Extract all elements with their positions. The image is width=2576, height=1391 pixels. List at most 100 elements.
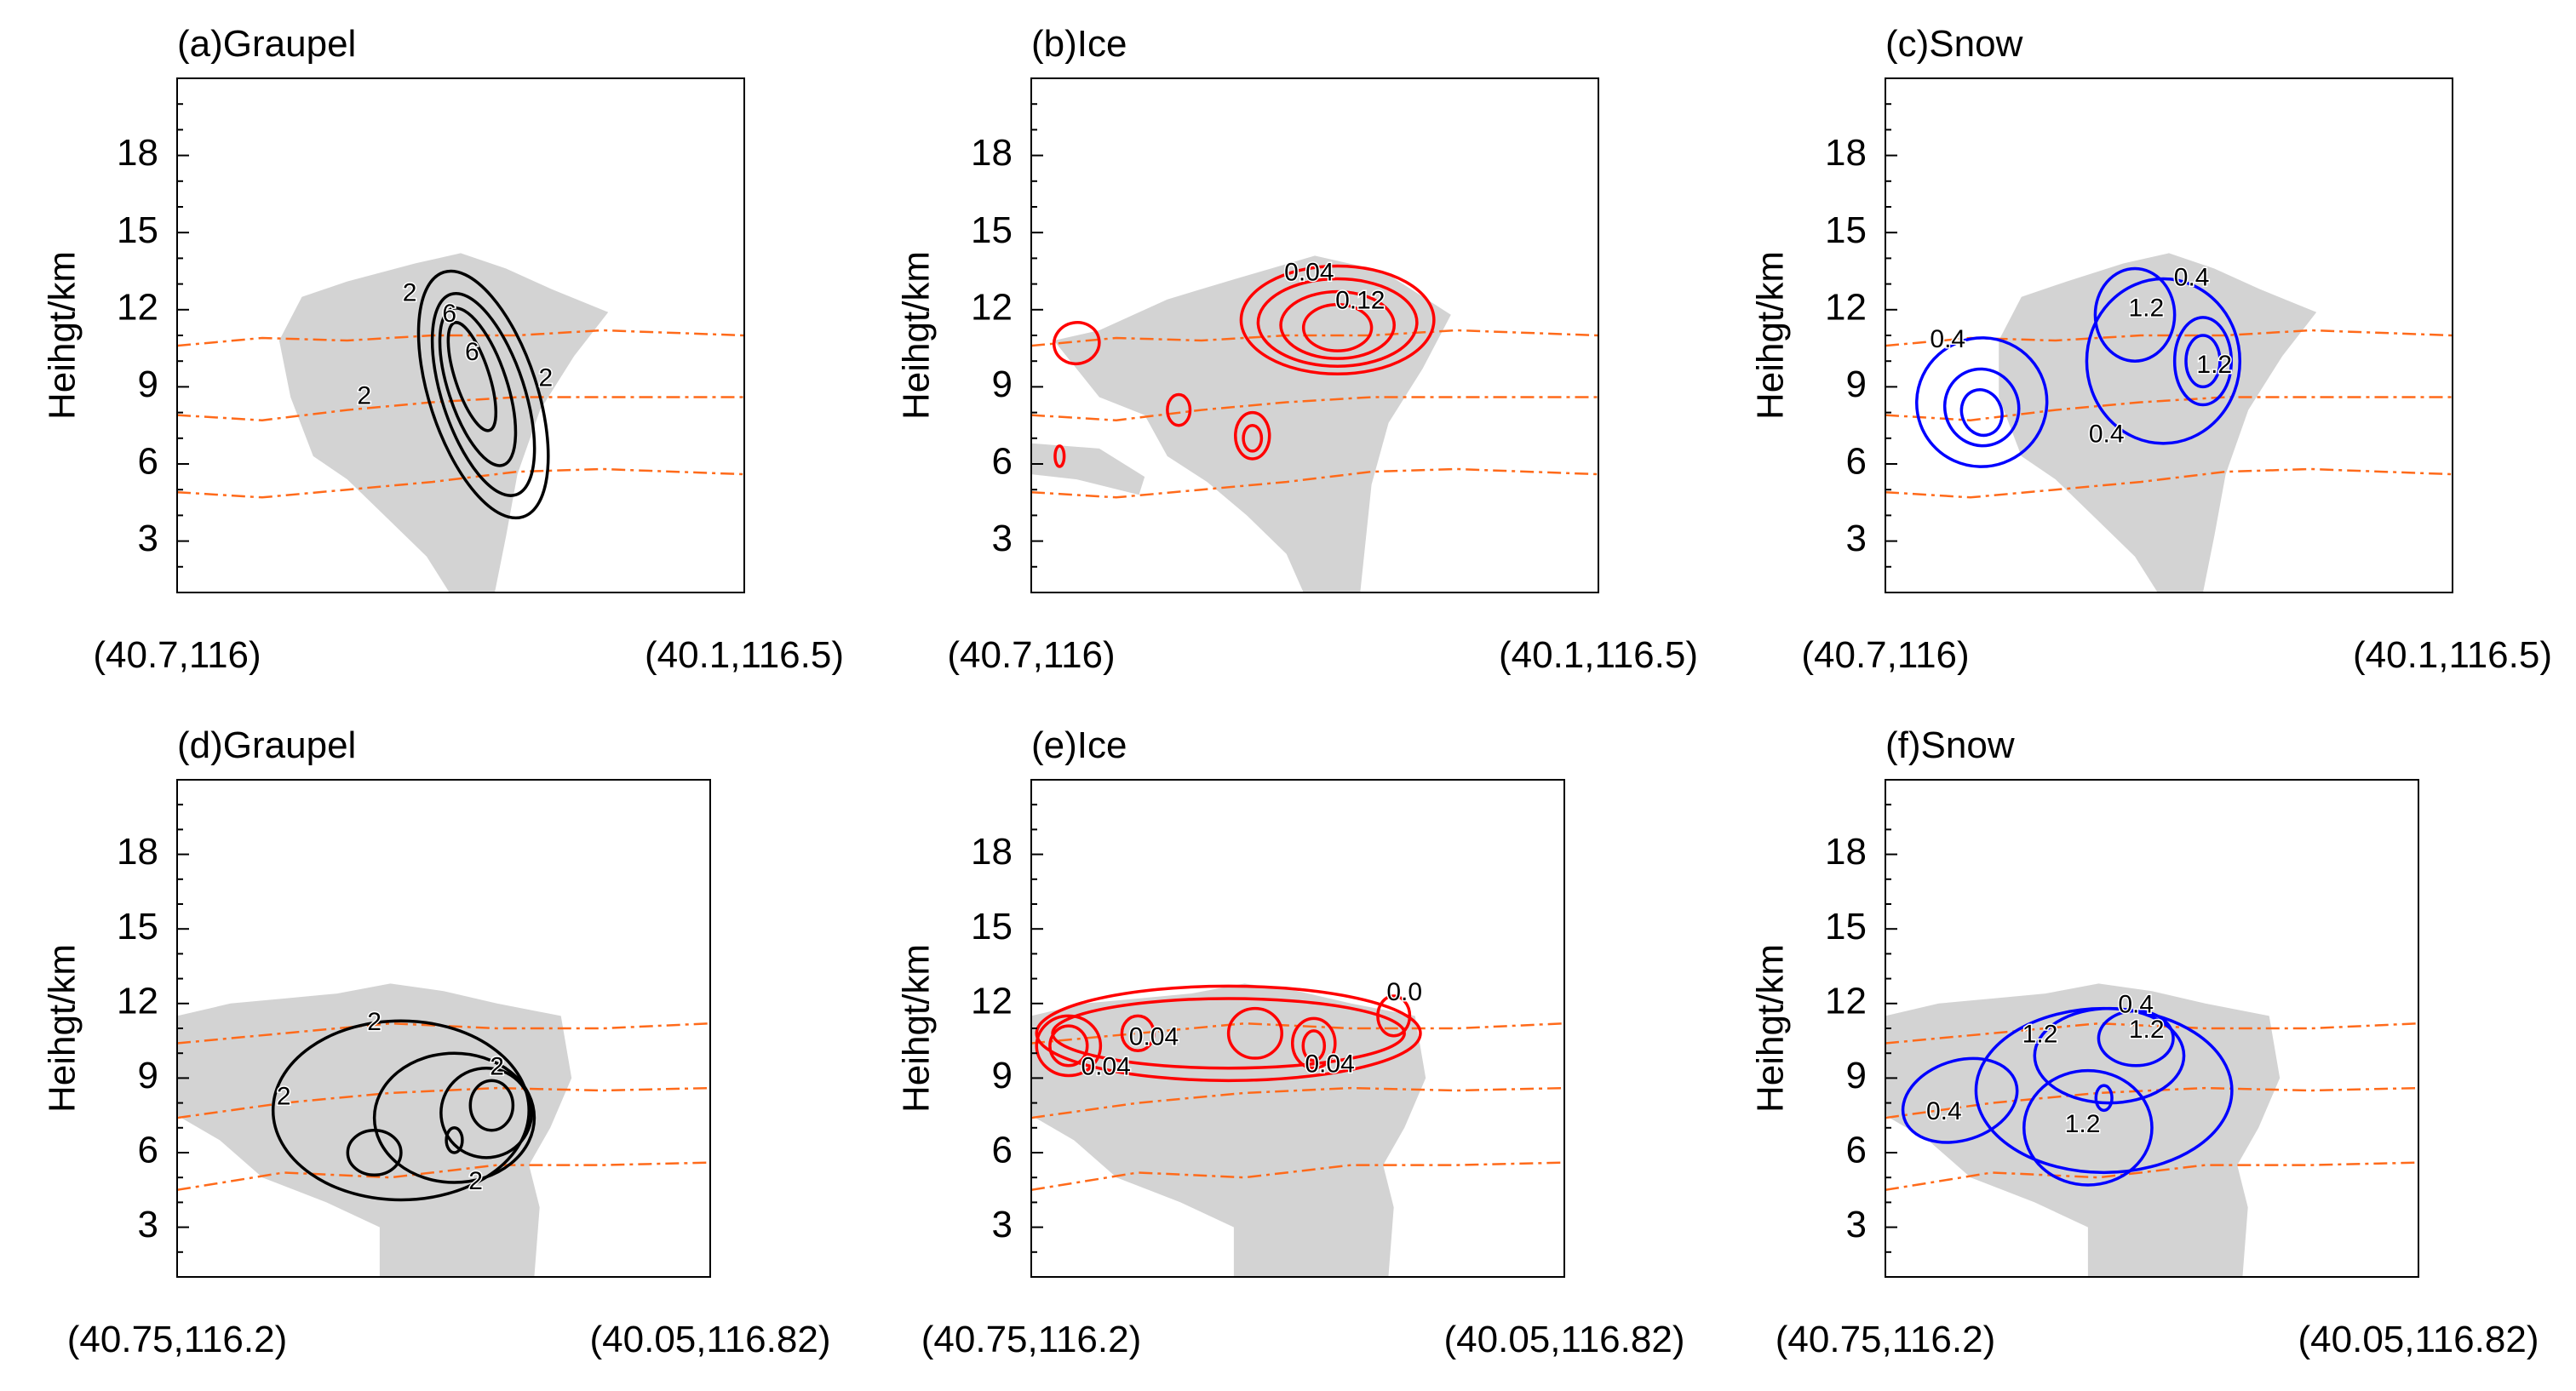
panel-c-contour-2 bbox=[1915, 336, 2049, 468]
panel-e-contour-8 bbox=[1301, 1029, 1327, 1062]
panel-c-ylabel: Heihgt/km bbox=[1750, 251, 1792, 420]
panel-c-contour-label-2: 1.2 bbox=[2129, 295, 2165, 323]
panel-f-ytick-label-3: 3 bbox=[1846, 1204, 1867, 1245]
panel-f-contour-5 bbox=[2097, 1009, 2175, 1068]
panel-a-x-end-label: (40.1,116.5) bbox=[645, 634, 844, 676]
panel-e-ytick-label-6: 6 bbox=[992, 1130, 1013, 1171]
panel-e-ylabel: Heihgt/km bbox=[896, 944, 938, 1113]
panel-f-ytick-label-15: 15 bbox=[1825, 906, 1867, 947]
panel-e-ytick-label-12: 12 bbox=[971, 980, 1013, 1022]
panel-d-contour-1 bbox=[271, 1019, 531, 1202]
panel-b-x-start-label: (40.7,116) bbox=[947, 634, 1115, 676]
panel-e-contour-label-3: 0.04 bbox=[1305, 1050, 1354, 1079]
panel-c-ytick-label-6: 6 bbox=[1846, 441, 1867, 483]
panel-f-contour-label-5: 1.2 bbox=[2065, 1110, 2101, 1138]
panel-a-ytick-label-6: 6 bbox=[138, 441, 158, 483]
panel-b-x-end-label: (40.1,116.5) bbox=[1499, 634, 1698, 676]
panel-f-ytick-label-6: 6 bbox=[1846, 1130, 1867, 1171]
panel-f-contour-4 bbox=[2033, 1006, 2186, 1105]
panel-b-contour-2 bbox=[1256, 277, 1419, 368]
panel-a-contour-label-3: 6 bbox=[465, 338, 479, 366]
panel-f-contour-label-1: 0.4 bbox=[2118, 991, 2154, 1019]
panel-c-contour-label-4: 1.2 bbox=[2196, 351, 2232, 379]
panel-e-cloud-region bbox=[1031, 983, 1426, 1277]
panel-d-ytick-label-3: 3 bbox=[138, 1204, 158, 1245]
panel-c-contour-3 bbox=[1942, 367, 2021, 448]
panel-d-ytick-label-6: 6 bbox=[138, 1130, 158, 1171]
panel-c-ytick-label-15: 15 bbox=[1825, 209, 1867, 251]
panel-a-x-start-label: (40.7,116) bbox=[93, 634, 261, 676]
panel-b-contour-label-1: 0.04 bbox=[1284, 258, 1334, 286]
panel-a-contour-4 bbox=[446, 321, 498, 432]
panel-b-contour-1 bbox=[1239, 264, 1436, 376]
panel-e-ytick-label-3: 3 bbox=[992, 1204, 1013, 1245]
panel-b-contour-6 bbox=[1166, 392, 1192, 427]
panel-a-cloud-region bbox=[278, 253, 609, 592]
panel-e-contour-4 bbox=[1048, 1024, 1089, 1068]
panel-e-isotherm-3 bbox=[1031, 1161, 1564, 1192]
panel-a-isotherm-2 bbox=[177, 396, 744, 421]
panel-a-contour-2 bbox=[430, 291, 536, 497]
panel-d-contour-label-1: 2 bbox=[367, 1008, 382, 1036]
panel-e-contour-label-1: 0.04 bbox=[1129, 1023, 1179, 1051]
panel-c-contour-label-5: 0.4 bbox=[2089, 421, 2125, 449]
panel-b-ytick-label-18: 18 bbox=[971, 132, 1013, 174]
panel-d-contour-5 bbox=[346, 1128, 403, 1177]
panel-b-contour-4 bbox=[1301, 303, 1374, 352]
panel-f-ylabel: Heihgt/km bbox=[1750, 944, 1792, 1113]
panel-c-ytick-label-9: 9 bbox=[1846, 363, 1867, 405]
panel-e-ytick-label-15: 15 bbox=[971, 906, 1013, 947]
panel-f-isotherm-1 bbox=[1885, 1022, 2418, 1045]
panel-a-contour-label-2: 6 bbox=[442, 300, 456, 328]
panel-f-contour-3 bbox=[2022, 1068, 2154, 1187]
panel-d-title: (d)Graupel bbox=[177, 724, 356, 766]
panel-c-ytick-label-3: 3 bbox=[1846, 518, 1867, 559]
panel-e-title: (e)Ice bbox=[1031, 724, 1127, 766]
panel-b-isotherm-3 bbox=[1031, 467, 1598, 499]
panel-b-contour-9 bbox=[1053, 444, 1066, 468]
panel-f-title: (f)Snow bbox=[1885, 724, 2015, 766]
panel-d-contour-6 bbox=[445, 1126, 464, 1154]
panel-b-ytick-label-6: 6 bbox=[992, 441, 1013, 483]
panel-d-contour-label-3: 2 bbox=[277, 1083, 291, 1111]
panel-f-contour-label-4: 0.4 bbox=[1926, 1097, 1962, 1125]
panel-c-contour-6 bbox=[2172, 316, 2234, 407]
panel-d-isotherm-2 bbox=[177, 1086, 710, 1119]
panel-a-contour-label-5: 2 bbox=[357, 381, 371, 409]
panel-f-contour-label-3: 1.2 bbox=[2129, 1016, 2165, 1044]
panel-e-isotherm-1 bbox=[1031, 1022, 1564, 1045]
panel-e-x-end-label: (40.05,116.82) bbox=[1444, 1319, 1685, 1360]
panel-a-ytick-label-18: 18 bbox=[117, 132, 158, 174]
panel-f-contour-6 bbox=[2094, 1084, 2114, 1113]
panel-a-ytick-label-3: 3 bbox=[138, 518, 158, 559]
panel-c-contour-1 bbox=[2085, 277, 2242, 445]
panel-d-contour-3 bbox=[439, 1066, 534, 1159]
panel-c-isotherm-3 bbox=[1885, 467, 2453, 499]
panel-e-contour-label-4: 0.0 bbox=[1386, 978, 1422, 1006]
panel-b-contour-label-2: 0.12 bbox=[1335, 287, 1385, 315]
panel-e-ytick-label-18: 18 bbox=[971, 831, 1013, 873]
panel-e-contour-6 bbox=[1226, 1006, 1283, 1060]
panel-f-cloud-region bbox=[1885, 983, 2281, 1277]
panel-d-contour-4 bbox=[468, 1079, 515, 1132]
panel-a-contour-3 bbox=[438, 306, 518, 467]
panel-b-isotherm-1 bbox=[1031, 329, 1598, 347]
panel-b-ytick-label-15: 15 bbox=[971, 209, 1013, 251]
panel-f-isotherm-3 bbox=[1885, 1161, 2418, 1192]
panel-c-contour-5 bbox=[2093, 266, 2177, 363]
panel-d-contour-label-4: 2 bbox=[468, 1167, 483, 1195]
panel-a-ytick-label-15: 15 bbox=[117, 209, 158, 251]
panel-a-ytick-label-12: 12 bbox=[117, 286, 158, 328]
panel-f-x-end-label: (40.05,116.82) bbox=[2298, 1319, 2539, 1360]
panel-b-isotherm-2 bbox=[1031, 396, 1598, 421]
panel-f-contour-2 bbox=[1901, 1056, 2019, 1144]
panel-f-isotherm-2 bbox=[1885, 1086, 2418, 1119]
panel-b-contour-5 bbox=[1052, 321, 1101, 366]
panel-d-ytick-label-12: 12 bbox=[117, 980, 158, 1022]
panel-f-contour-label-2: 1.2 bbox=[2022, 1021, 2058, 1049]
panel-c-ytick-label-12: 12 bbox=[1825, 286, 1867, 328]
panel-d-isotherm-3 bbox=[177, 1161, 710, 1192]
panel-c-contour-7 bbox=[2184, 334, 2222, 389]
panel-e-isotherm-2 bbox=[1031, 1086, 1564, 1119]
